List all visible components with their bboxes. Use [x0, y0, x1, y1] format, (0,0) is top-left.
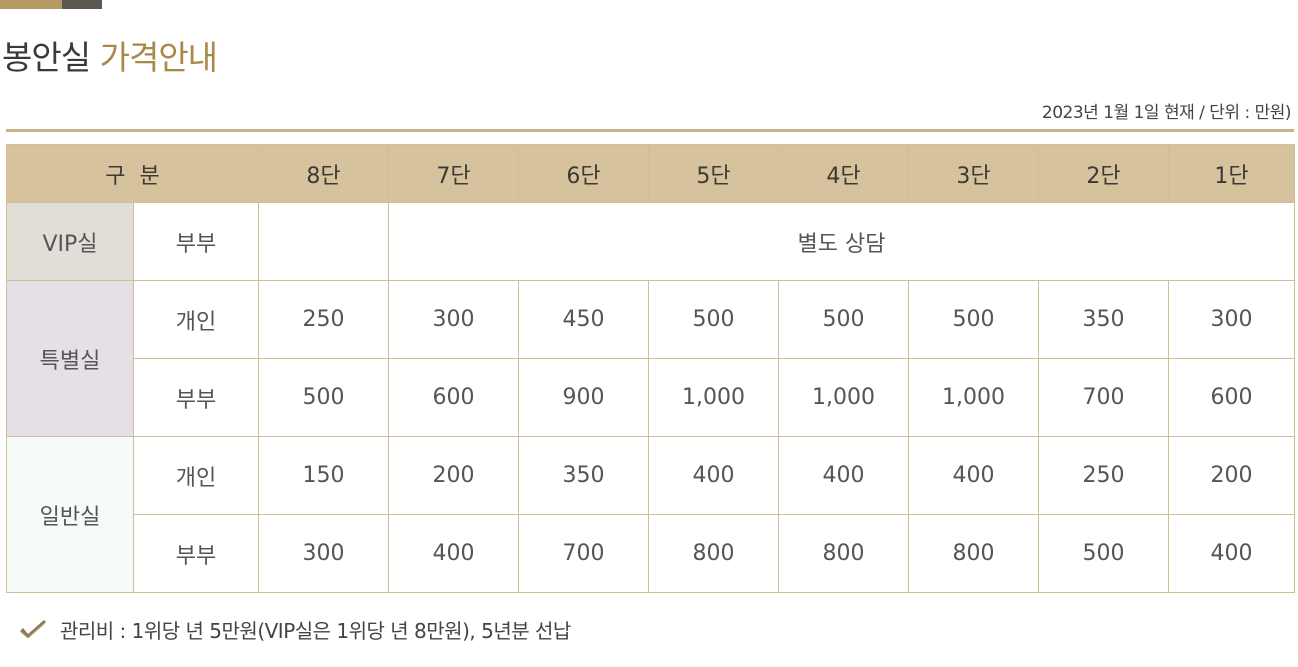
price-cell: 900 — [518, 358, 649, 437]
top-accent-bar — [0, 0, 102, 9]
table-row-general-individual: 일반실 개인 150 200 350 400 400 400 250 200 — [6, 436, 1295, 593]
room-type-special: 특별실 — [6, 280, 134, 437]
price-cell: 300 — [1168, 280, 1295, 359]
sub-type: 개인 — [133, 436, 259, 515]
header-category: 구 분 — [6, 144, 259, 203]
price-cell: 250 — [258, 280, 389, 359]
management-fee-text: 관리비 : 1위당 년 5만원(VIP실은 1위당 년 8만원), 5년분 선납 — [60, 619, 571, 643]
page-title-part2: 가격안내 — [99, 38, 218, 77]
header-col: 3단 — [908, 144, 1039, 203]
price-cell: 400 — [778, 436, 909, 515]
price-cell: 1,000 — [908, 358, 1039, 437]
price-cell: 300 — [258, 514, 389, 593]
price-cell: 500 — [778, 280, 909, 359]
header-col: 4단 — [778, 144, 909, 203]
accent-dark — [62, 0, 102, 9]
price-cell: 500 — [648, 280, 779, 359]
price-cell: 450 — [518, 280, 649, 359]
sub-type: 개인 — [133, 280, 259, 359]
header-col: 2단 — [1038, 144, 1169, 203]
check-icon — [18, 619, 48, 641]
accent-gold — [0, 0, 62, 9]
price-cell: 1,000 — [648, 358, 779, 437]
price-cell: 500 — [258, 358, 389, 437]
price-cell: 600 — [1168, 358, 1295, 437]
management-fee-note: 관리비 : 1위당 년 5만원(VIP실은 1위당 년 8만원), 5년분 선납 — [18, 615, 571, 644]
price-cell: 1,000 — [778, 358, 909, 437]
separate-consultation: 별도 상담 — [388, 202, 1295, 281]
page-title: 봉안실 가격안내 — [2, 36, 218, 80]
header-col: 1단 — [1168, 144, 1295, 203]
header-col: 6단 — [518, 144, 649, 203]
sub-type: 부부 — [133, 202, 259, 281]
price-cell: 300 — [388, 280, 519, 359]
table-row-general-couple: 부부 300 400 700 800 800 800 500 400 — [7, 514, 1295, 593]
price-cell: 700 — [518, 514, 649, 593]
price-cell: 150 — [258, 436, 389, 515]
table-row-vip: VIP실 부부 별도 상담 — [6, 202, 1295, 281]
price-cell: 350 — [1038, 280, 1169, 359]
price-cell: 250 — [1038, 436, 1169, 515]
page-title-part1: 봉안실 — [2, 38, 91, 77]
price-cell: 500 — [908, 280, 1039, 359]
table-row-special-individual: 특별실 개인 250 300 450 500 500 500 350 300 — [6, 280, 1295, 437]
price-cell: 400 — [648, 436, 779, 515]
sub-type: 부부 — [133, 358, 259, 437]
price-cell: 200 — [388, 436, 519, 515]
header-col: 5단 — [648, 144, 779, 203]
header-col: 7단 — [388, 144, 519, 203]
table-row-special-couple: 부부 500 600 900 1,000 1,000 1,000 700 600 — [7, 358, 1295, 437]
price-cell: 400 — [908, 436, 1039, 515]
price-cell: 400 — [1168, 514, 1295, 593]
title-divider — [6, 129, 1294, 132]
room-type-general: 일반실 — [6, 436, 134, 593]
price-cell — [258, 202, 389, 281]
price-cell: 600 — [388, 358, 519, 437]
price-cell: 800 — [908, 514, 1039, 593]
price-cell: 350 — [518, 436, 649, 515]
header-col: 8단 — [258, 144, 389, 203]
price-cell: 400 — [388, 514, 519, 593]
price-cell: 500 — [1038, 514, 1169, 593]
sub-type: 부부 — [133, 514, 259, 593]
price-cell: 800 — [648, 514, 779, 593]
price-cell: 700 — [1038, 358, 1169, 437]
price-cell: 800 — [778, 514, 909, 593]
price-cell: 200 — [1168, 436, 1295, 515]
header-row: 구 분 8단 7단 6단 5단 4단 3단 2단 1단 — [6, 144, 1295, 203]
price-table: 구 분 8단 7단 6단 5단 4단 3단 2단 1단 VIP실 부부 별도 상… — [6, 144, 1295, 593]
date-unit-note: 2023년 1월 1일 현재 / 단위 : 만원) — [1041, 103, 1292, 123]
room-type-vip: VIP실 — [6, 202, 134, 281]
